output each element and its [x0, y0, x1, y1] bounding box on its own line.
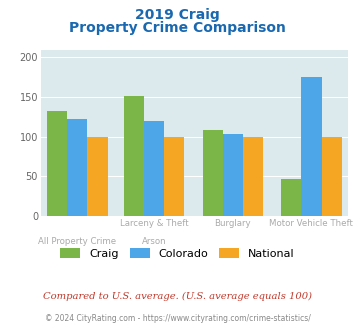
Text: © 2024 CityRating.com - https://www.cityrating.com/crime-statistics/: © 2024 CityRating.com - https://www.city… [45, 314, 310, 323]
Text: Compared to U.S. average. (U.S. average equals 100): Compared to U.S. average. (U.S. average … [43, 292, 312, 301]
Bar [124, 95, 144, 216]
Text: Burglary: Burglary [214, 219, 251, 228]
Text: Property Crime Comparison: Property Crime Comparison [69, 21, 286, 35]
Bar [243, 137, 263, 216]
Bar [144, 121, 164, 216]
Bar [281, 179, 301, 216]
Text: 2019 Craig: 2019 Craig [135, 8, 220, 22]
Text: Motor Vehicle Theft: Motor Vehicle Theft [269, 219, 353, 228]
Bar [202, 130, 223, 216]
Text: Larceny & Theft: Larceny & Theft [120, 219, 189, 228]
Text: Arson: Arson [142, 237, 166, 246]
Legend: Craig, Colorado, National: Craig, Colorado, National [56, 244, 299, 263]
Bar [87, 137, 108, 216]
Bar [47, 111, 67, 216]
Bar [67, 118, 87, 216]
Text: All Property Crime: All Property Crime [38, 237, 116, 246]
Bar [223, 134, 243, 216]
Bar [322, 137, 342, 216]
Bar [164, 137, 184, 216]
Bar [301, 77, 322, 216]
